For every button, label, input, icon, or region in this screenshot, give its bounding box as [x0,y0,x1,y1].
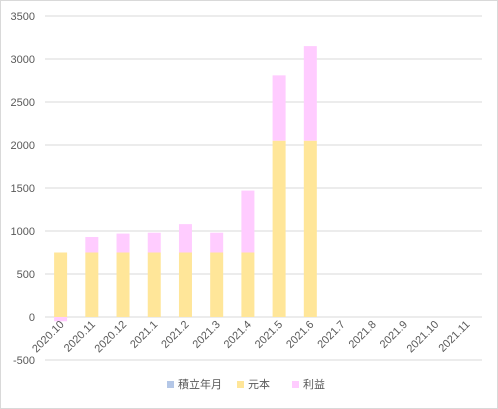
bar-利益-2021.4 [241,190,255,253]
bar-利益-2021.3 [210,232,224,253]
bars [54,46,317,322]
x-axis-labels: 2020.102020.112020.122021.12021.22021.32… [30,319,472,356]
x-tick-label: 2021.1 [128,319,160,351]
bar-元本-2021.3 [210,252,224,317]
x-tick-label: 2020.12 [93,319,130,356]
x-tick-label: 2021.8 [347,319,379,351]
y-tick-label: 1500 [11,183,35,195]
bar-利益-2021.5 [272,75,286,141]
bar-元本-2021.2 [178,252,192,317]
bar-元本-2021.1 [147,252,161,317]
bar-利益-2021.6 [303,46,317,141]
bar-元本-2020.12 [116,252,130,317]
legend[interactable]: 積立年月 元本 利益 [167,377,325,391]
x-tick-label: 2021.2 [159,319,191,351]
legend-swatch [167,381,174,388]
x-tick-label: 2021.7 [315,319,347,351]
legend-label: 積立年月 [178,377,222,391]
bar-元本-2021.4 [241,252,255,317]
y-tick-label: -500 [13,355,35,367]
x-tick-label: 2021.5 [253,319,285,351]
bar-利益-2020.12 [116,233,130,253]
x-tick-label: 2021.4 [222,319,254,351]
bar-利益-2021.2 [178,224,192,253]
legend-swatch [292,381,299,388]
x-tick-label: 2021.11 [436,319,472,355]
x-tick-label: 2020.10 [30,319,67,356]
bar-元本-2021.6 [303,140,317,317]
y-tick-label: 0 [29,312,35,324]
gridlines [45,15,482,361]
y-axis-labels: 3500 3000 2500 2000 1500 1000 500 0 -500 [11,11,35,367]
legend-swatch [237,381,244,388]
y-tick-label: 3000 [11,54,35,66]
y-tick-label: 1000 [11,226,35,238]
x-tick-label: 2021.10 [405,319,442,356]
y-tick-label: 2000 [11,140,35,152]
bar-利益-2021.1 [147,232,161,253]
x-tick-label: 2021.6 [284,319,316,351]
y-tick-label: 2500 [11,97,35,109]
bar-利益-2020.11 [85,237,99,253]
y-tick-label: 500 [17,269,35,281]
x-tick-label: 2021.3 [191,319,223,351]
bar-元本-2020.11 [85,252,99,317]
bar-利益-2020.10 [54,317,68,322]
legend-label: 元本 [248,377,270,391]
bar-元本-2021.5 [272,140,286,317]
bar-元本-2020.10 [54,252,68,317]
x-tick-label: 2020.11 [62,319,98,355]
legend-label: 利益 [303,377,325,391]
y-tick-label: 3500 [11,11,35,23]
